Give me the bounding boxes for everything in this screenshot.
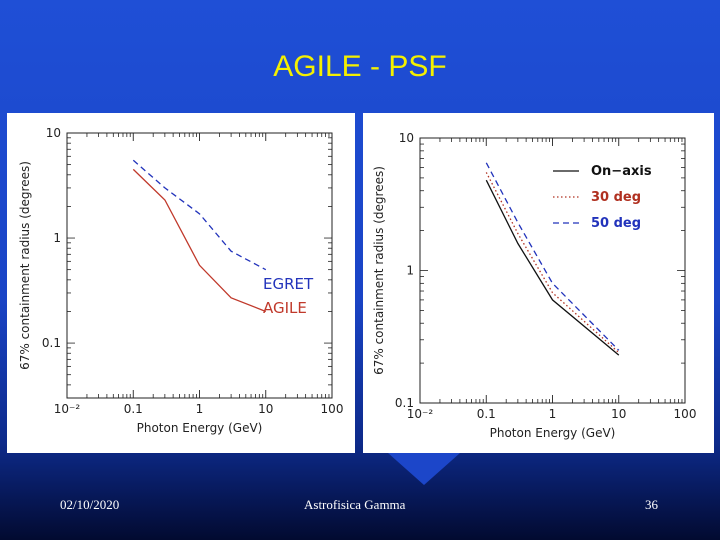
slide-title: AGILE - PSF [273, 50, 447, 83]
legend-label-1: AGILE [263, 299, 307, 317]
decorative-notch [388, 453, 460, 485]
series-line-0 [485, 179, 620, 356]
y-tick-label: 0.1 [42, 336, 61, 350]
y-axis-label: 67% containment radius (degrees) [372, 166, 386, 375]
y-axis-label: 67% containment radius (degrees) [18, 161, 32, 370]
x-tick-label: 10 [258, 402, 273, 416]
footer-page-number: 36 [645, 497, 658, 512]
x-axis-label: Photon Energy (GeV) [490, 426, 616, 440]
x-tick-label: 10⁻² [54, 402, 81, 416]
y-tick-label: 1 [406, 264, 414, 278]
series-line-1 [132, 168, 267, 313]
y-tick-label: 10 [399, 131, 414, 145]
x-tick-label: 0.1 [124, 402, 143, 416]
footer-date: 02/10/2020 [60, 497, 120, 512]
series-line-0 [132, 159, 267, 271]
legend-label-0: EGRET [263, 275, 314, 293]
x-tick-label: 0.1 [477, 407, 496, 421]
legend-label-2: 50 deg [591, 216, 641, 231]
series-line-2 [485, 162, 620, 351]
x-axis-label: Photon Energy (GeV) [137, 421, 263, 435]
footer-center-text: Astrofisica Gamma [304, 497, 406, 512]
x-tick-label: 10⁻² [407, 407, 434, 421]
x-tick-label: 100 [321, 402, 344, 416]
x-tick-label: 1 [549, 407, 557, 421]
off-axis-psf-chart: 10⁻² 0.1 1 10 100 10 1 0.1 Photon Energy (GeV) 67… [363, 113, 714, 453]
y-tick-label: 0.1 [395, 396, 414, 410]
x-tick-label: 10 [611, 407, 626, 421]
x-tick-label: 1 [196, 402, 204, 416]
y-tick-label: 1 [53, 231, 61, 245]
egret-agile-chart-svg: 10⁻² 0.1 1 10 100 10 1 0.1 Photon Energy (GeV) 67… [18, 126, 344, 435]
legend-label-0: On−axis [591, 164, 652, 179]
legend-label-1: 30 deg [591, 190, 641, 205]
y-tick-label: 10 [46, 126, 61, 140]
x-tick-label: 100 [674, 407, 697, 421]
egret-agile-psf-chart: 10⁻² 0.1 1 10 100 10 1 0.1 Photon Energy (GeV) 67… [7, 113, 355, 453]
